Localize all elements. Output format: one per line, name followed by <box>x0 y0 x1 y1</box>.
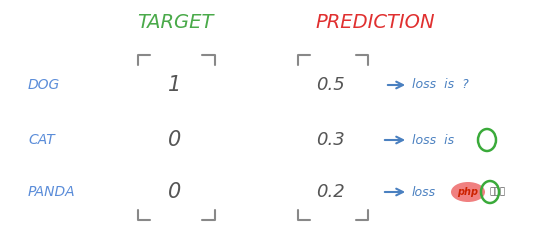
Text: php: php <box>458 187 479 197</box>
Ellipse shape <box>451 182 485 202</box>
Text: 1: 1 <box>168 75 182 95</box>
Text: PREDICTION: PREDICTION <box>315 13 435 31</box>
Text: 0: 0 <box>168 130 182 150</box>
Text: TARGET: TARGET <box>137 13 213 31</box>
Text: PANDA: PANDA <box>28 185 76 199</box>
Text: CAT: CAT <box>28 133 55 147</box>
Text: 中文网: 中文网 <box>489 187 505 197</box>
Text: loss  is  ?: loss is ? <box>412 79 469 92</box>
Text: loss: loss <box>412 185 436 198</box>
Text: 0.2: 0.2 <box>316 183 345 201</box>
Text: loss  is: loss is <box>412 134 454 147</box>
Text: 0.5: 0.5 <box>316 76 345 94</box>
Text: 0: 0 <box>168 182 182 202</box>
Text: 0.3: 0.3 <box>316 131 345 149</box>
Text: DOG: DOG <box>28 78 60 92</box>
